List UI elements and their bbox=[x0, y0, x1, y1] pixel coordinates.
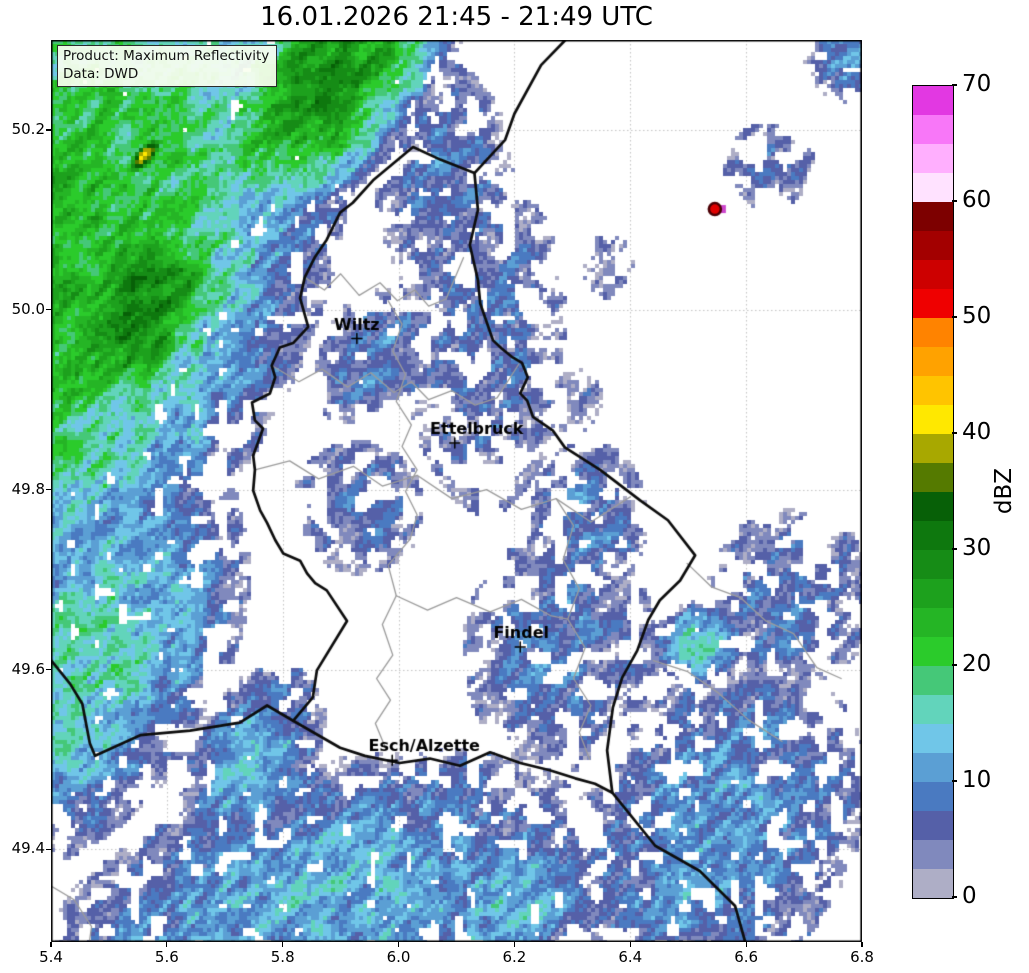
colorbar-segment bbox=[913, 550, 953, 579]
colorbar-segment bbox=[913, 637, 953, 666]
colorbar-segment bbox=[913, 492, 953, 521]
x-tick-label: 5.8 bbox=[270, 948, 295, 966]
colorbar-tick-label: 30 bbox=[962, 535, 992, 561]
colorbar-segment bbox=[913, 434, 953, 463]
y-axis-tick bbox=[46, 668, 51, 671]
colorbar-segment bbox=[913, 405, 953, 434]
x-axis-tick bbox=[745, 942, 747, 947]
y-axis-tick bbox=[46, 129, 51, 131]
x-tick-label: 6.2 bbox=[502, 948, 527, 966]
colorbar-tick bbox=[952, 780, 957, 782]
x-tick-label: 6.6 bbox=[734, 948, 759, 966]
x-axis-tick bbox=[166, 942, 168, 947]
colorbar-segment bbox=[913, 173, 953, 202]
colorbar-tick-label: 0 bbox=[962, 883, 977, 909]
colorbar-tick-label: 50 bbox=[962, 303, 992, 329]
colorbar-segment bbox=[913, 840, 953, 869]
product-annotation-box: Product: Maximum Reflectivity Data: DWD bbox=[57, 45, 278, 88]
colorbar-tick-label: 70 bbox=[962, 71, 992, 97]
y-tick-label: 50.2 bbox=[11, 119, 45, 138]
colorbar-segment bbox=[913, 579, 953, 608]
y-tick-label: 49.6 bbox=[11, 659, 45, 678]
colorbar-tick-label: 20 bbox=[962, 651, 992, 677]
colorbar-tick-label: 40 bbox=[962, 419, 992, 445]
colorbar-tick-label: 10 bbox=[962, 767, 992, 793]
radar-map-canvas bbox=[51, 40, 862, 942]
y-axis-tick bbox=[46, 309, 51, 311]
colorbar-segment bbox=[913, 695, 953, 724]
x-axis-tick bbox=[50, 942, 52, 947]
colorbar-tick-label: 60 bbox=[962, 187, 992, 213]
colorbar-segment bbox=[913, 86, 953, 115]
map-plot-area bbox=[51, 40, 862, 942]
y-axis-tick bbox=[46, 848, 51, 850]
x-tick-label: 5.6 bbox=[154, 948, 179, 966]
colorbar-tick bbox=[952, 84, 957, 86]
colorbar-segment bbox=[913, 753, 953, 782]
colorbar-segment bbox=[913, 724, 953, 753]
x-tick-label: 6.0 bbox=[386, 948, 411, 966]
colorbar-segment bbox=[913, 318, 953, 347]
colorbar-segment bbox=[913, 811, 953, 840]
y-tick-label: 50.0 bbox=[11, 299, 45, 318]
colorbar-tick bbox=[952, 896, 957, 898]
colorbar-segment bbox=[913, 231, 953, 260]
x-axis-tick bbox=[282, 942, 284, 947]
colorbar-tick bbox=[952, 432, 957, 434]
y-tick-label: 49.4 bbox=[11, 839, 45, 858]
colorbar-tick bbox=[952, 664, 957, 666]
x-axis-tick bbox=[397, 942, 400, 947]
colorbar-segment bbox=[913, 376, 953, 405]
colorbar-segment bbox=[913, 202, 953, 231]
colorbar-segment bbox=[913, 115, 953, 144]
colorbar-segment bbox=[913, 782, 953, 811]
y-tick-label: 49.8 bbox=[11, 479, 45, 498]
colorbar-segment bbox=[913, 144, 953, 173]
colorbar-segment bbox=[913, 869, 953, 898]
colorbar-tick bbox=[952, 200, 957, 202]
colorbar-segment bbox=[913, 521, 953, 550]
plot-title: 16.01.2026 21:45 - 21:49 UTC bbox=[260, 2, 653, 32]
colorbar-segment bbox=[913, 260, 953, 289]
x-tick-label: 5.4 bbox=[39, 948, 63, 966]
x-axis-tick bbox=[513, 942, 516, 947]
colorbar-axis-label: dBZ bbox=[991, 467, 1017, 515]
colorbar-segment bbox=[913, 463, 953, 492]
colorbar-segment bbox=[913, 289, 953, 318]
x-axis-tick bbox=[629, 942, 631, 947]
y-axis-tick bbox=[46, 489, 51, 491]
product-annotation-line1: Product: Maximum Reflectivity bbox=[63, 48, 270, 64]
x-tick-label: 6.4 bbox=[618, 948, 643, 966]
x-tick-label: 6.8 bbox=[850, 948, 874, 966]
colorbar-segment bbox=[913, 347, 953, 376]
x-axis-tick bbox=[861, 942, 863, 947]
colorbar-tick bbox=[952, 316, 957, 318]
colorbar bbox=[912, 85, 954, 899]
colorbar-tick bbox=[952, 548, 957, 550]
product-annotation-line2: Data: DWD bbox=[63, 65, 139, 82]
colorbar-segment bbox=[913, 666, 953, 695]
colorbar-segment bbox=[913, 608, 953, 637]
